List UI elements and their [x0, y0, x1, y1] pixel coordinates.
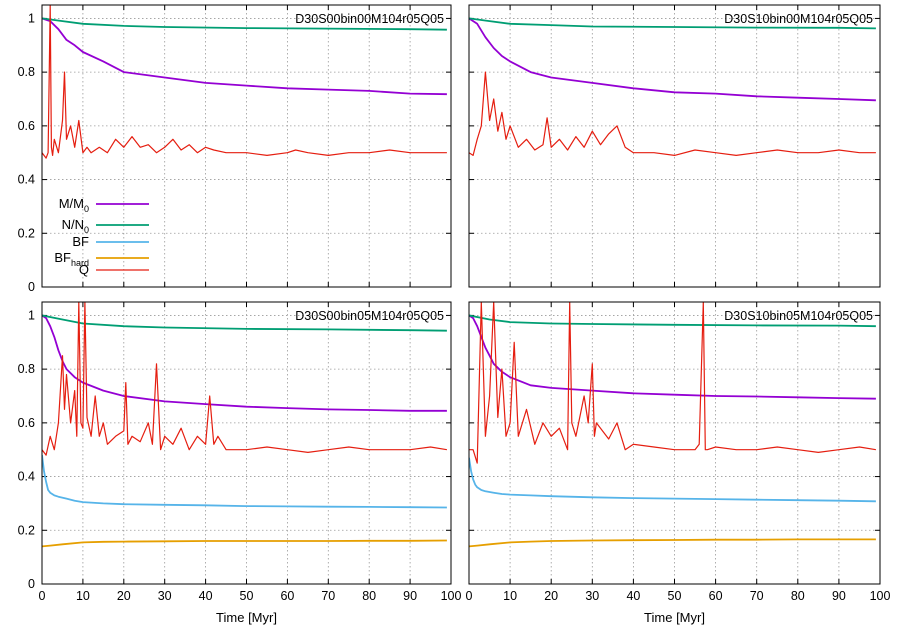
plot-frame [41, 301, 452, 585]
y-tick-label: 1 [28, 11, 35, 25]
legend-label: BFhard [54, 250, 89, 268]
series-line-q [469, 71, 876, 156]
series-group [42, 302, 447, 548]
x-tick-label: 60 [280, 589, 294, 603]
series-group [469, 302, 876, 548]
series-line-bf-hard [469, 538, 876, 548]
legend-label: N/N0 [62, 217, 89, 235]
x-tick-label: 10 [76, 589, 90, 603]
legend-label: M/M0 [59, 196, 89, 214]
x-tick-label: 30 [158, 589, 172, 603]
y-tick-label: 0.6 [18, 119, 35, 133]
panel-title: D30S10bin05M104r05Q05 [724, 309, 873, 323]
x-axis-label: Time [Myr] [216, 610, 277, 625]
series-line-q [42, 302, 447, 456]
panel-title: D30S10bin00M104r05Q05 [724, 12, 873, 26]
x-tick-label: 50 [668, 589, 682, 603]
x-tick-label: 20 [544, 589, 558, 603]
x-tick-label: 100 [870, 589, 891, 603]
x-tick-label: 80 [362, 589, 376, 603]
chart-panel-2: D30S10bin00M104r05Q05 [468, 4, 881, 288]
y-tick-label: 0.4 [18, 470, 35, 484]
plot-frame [468, 4, 881, 288]
x-tick-label: 60 [709, 589, 723, 603]
x-tick-label: 40 [199, 589, 213, 603]
x-tick-label: 80 [791, 589, 805, 603]
x-tick-label: 90 [403, 589, 417, 603]
plot-frame [41, 4, 452, 288]
series-group [469, 17, 876, 156]
x-axis-label: Time [Myr] [644, 610, 705, 625]
x-tick-label: 0 [466, 589, 473, 603]
x-tick-label: 100 [441, 589, 462, 603]
x-tick-label: 10 [503, 589, 517, 603]
y-tick-label: 0.4 [18, 173, 35, 187]
series-line-m-m0 [469, 17, 876, 102]
y-tick-label: 0.8 [18, 362, 35, 376]
x-tick-label: 70 [321, 589, 335, 603]
x-tick-label: 20 [117, 589, 131, 603]
series-line-q [469, 302, 876, 464]
series-line-bf [42, 454, 447, 509]
x-tick-label: 0 [39, 589, 46, 603]
panel-title: D30S00bin00M104r05Q05 [295, 12, 444, 26]
chart-panel-4: 0 10 20 30 40 50 60 70 80 90 100 Time [Myr] D30S10bi… [466, 301, 891, 625]
panel-title: D30S00bin05M104r05Q05 [295, 309, 444, 323]
series-line-n-n0 [42, 314, 447, 332]
y-tick-label: 0.8 [18, 65, 35, 79]
y-tick-label: 1 [28, 308, 35, 322]
series-line-n-n0 [469, 17, 876, 30]
plot-frame [468, 301, 881, 585]
y-tick-label: 0.6 [18, 416, 35, 430]
chart-panel-1: 0 0.2 0.4 0.6 0.8 1 D30S00bin00M104r05Q05 M/M0 N… [18, 4, 452, 294]
series-line-n-n0 [469, 314, 876, 328]
y-tick-label: 0.2 [18, 226, 35, 240]
series-line-m-m0 [42, 17, 447, 96]
y-tick-label: 0 [28, 280, 35, 294]
series-line-n-n0 [42, 17, 447, 31]
series-group [42, 5, 447, 159]
series-line-q [42, 5, 447, 159]
x-tick-label: 50 [240, 589, 254, 603]
x-tick-label: 90 [832, 589, 846, 603]
series-line-bf [469, 457, 876, 503]
x-tick-label: 40 [626, 589, 640, 603]
chart-panel-3: 00.20.40.60.810 10 20 30 40 50 60 70 80 90 100Time… [18, 301, 462, 625]
y-tick-label: 0.2 [18, 523, 35, 537]
legend-label: BF [72, 234, 89, 249]
legend-label: Q [79, 262, 89, 277]
x-tick-label: 70 [750, 589, 764, 603]
series-line-m-m0 [469, 314, 876, 400]
series-line-bf-hard [42, 539, 447, 548]
y-tick-label: 0 [28, 577, 35, 591]
series-line-m-m0 [42, 314, 447, 412]
x-tick-label: 30 [585, 589, 599, 603]
